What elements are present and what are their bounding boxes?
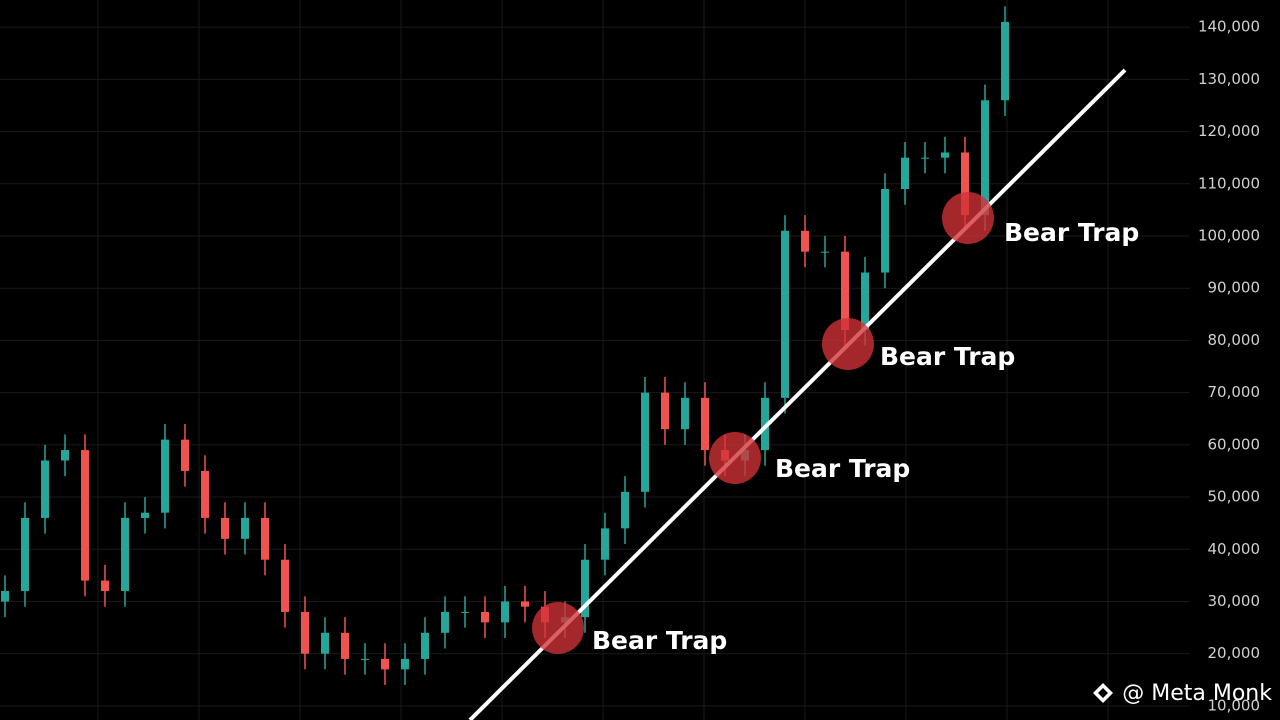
candle-body xyxy=(221,517,229,539)
candle-body xyxy=(321,632,329,654)
y-tick-label: 90,000 xyxy=(1208,279,1261,297)
candle-body xyxy=(881,189,889,273)
trap-marker xyxy=(532,602,584,654)
candle-body xyxy=(961,152,969,216)
candle-body xyxy=(341,632,349,659)
annotation: Bear Trap xyxy=(592,626,727,655)
y-tick-label: 40,000 xyxy=(1208,540,1261,558)
candle-body xyxy=(1,591,9,602)
trap-marker xyxy=(709,432,761,484)
candle-body xyxy=(701,397,709,451)
candle-body xyxy=(641,392,649,492)
vertical-grid xyxy=(97,0,1109,720)
candle-body xyxy=(661,392,669,430)
candles xyxy=(1,6,1009,686)
candle-body xyxy=(1001,21,1009,101)
candle-body xyxy=(381,658,389,670)
y-tick-label: 140,000 xyxy=(1198,18,1260,36)
candle-body xyxy=(861,272,869,330)
candle-body xyxy=(781,230,789,398)
candle-body xyxy=(581,559,589,618)
candle-body xyxy=(421,632,429,659)
y-tick-label: 80,000 xyxy=(1208,331,1261,349)
watermark-text: @ Meta Monk xyxy=(1122,681,1272,706)
candle-body xyxy=(181,439,189,471)
candle-body xyxy=(761,397,769,451)
candle-body xyxy=(821,251,829,253)
candle-body xyxy=(41,460,49,518)
candle-body xyxy=(281,559,289,612)
candle-body xyxy=(141,512,149,518)
candle-body xyxy=(121,517,129,592)
trend-line xyxy=(468,68,1127,720)
y-tick-label: 130,000 xyxy=(1198,70,1260,88)
candle-body xyxy=(481,611,489,623)
y-tick-label: 60,000 xyxy=(1208,435,1261,453)
candle-body xyxy=(201,470,209,518)
candle-body xyxy=(501,601,509,623)
annotation: Bear Trap xyxy=(1004,218,1139,247)
candle-body xyxy=(801,230,809,252)
annotation: Bear Trap xyxy=(775,454,910,483)
horizontal-grid xyxy=(0,26,1190,707)
trap-marker xyxy=(822,318,874,370)
candle-body xyxy=(361,658,369,660)
trap-marker xyxy=(942,192,994,244)
candle-body xyxy=(601,528,609,560)
candle-body xyxy=(901,157,909,190)
candle-body xyxy=(941,152,949,158)
y-tick-label: 110,000 xyxy=(1198,174,1260,192)
candle-body xyxy=(401,658,409,670)
candle-body xyxy=(521,601,529,607)
candle-body xyxy=(921,157,929,159)
candle-body xyxy=(681,397,689,430)
candle-body xyxy=(441,611,449,633)
candle-body xyxy=(81,450,89,581)
candle-body xyxy=(241,517,249,539)
y-tick-label: 20,000 xyxy=(1208,644,1261,662)
candle-body xyxy=(841,251,849,330)
y-axis: 10,000 20,000 30,000 40,000 50,000 60,000 70,0… xyxy=(1198,18,1260,715)
candle-body xyxy=(61,450,69,461)
candle-body xyxy=(621,491,629,529)
candle-body xyxy=(21,517,29,592)
candle-body xyxy=(981,100,989,216)
y-tick-label: 120,000 xyxy=(1198,122,1260,140)
y-tick-label: 100,000 xyxy=(1198,226,1260,244)
candle-body xyxy=(261,517,269,560)
annotation: Bear Trap xyxy=(880,342,1015,371)
annotations: Bear Trap Bear Trap Bear Trap Bear Trap xyxy=(532,192,1139,655)
y-tick-label: 10,000 xyxy=(1208,696,1261,714)
candle-body xyxy=(301,611,309,654)
candle-body xyxy=(161,439,169,513)
watermark-icon xyxy=(1093,683,1113,703)
y-tick-label: 50,000 xyxy=(1208,488,1261,506)
candle-body xyxy=(461,611,469,613)
watermark: @ Meta Monk xyxy=(1093,681,1272,706)
y-tick-label: 30,000 xyxy=(1208,592,1261,610)
candle-body xyxy=(101,580,109,592)
y-tick-label: 70,000 xyxy=(1208,383,1261,401)
